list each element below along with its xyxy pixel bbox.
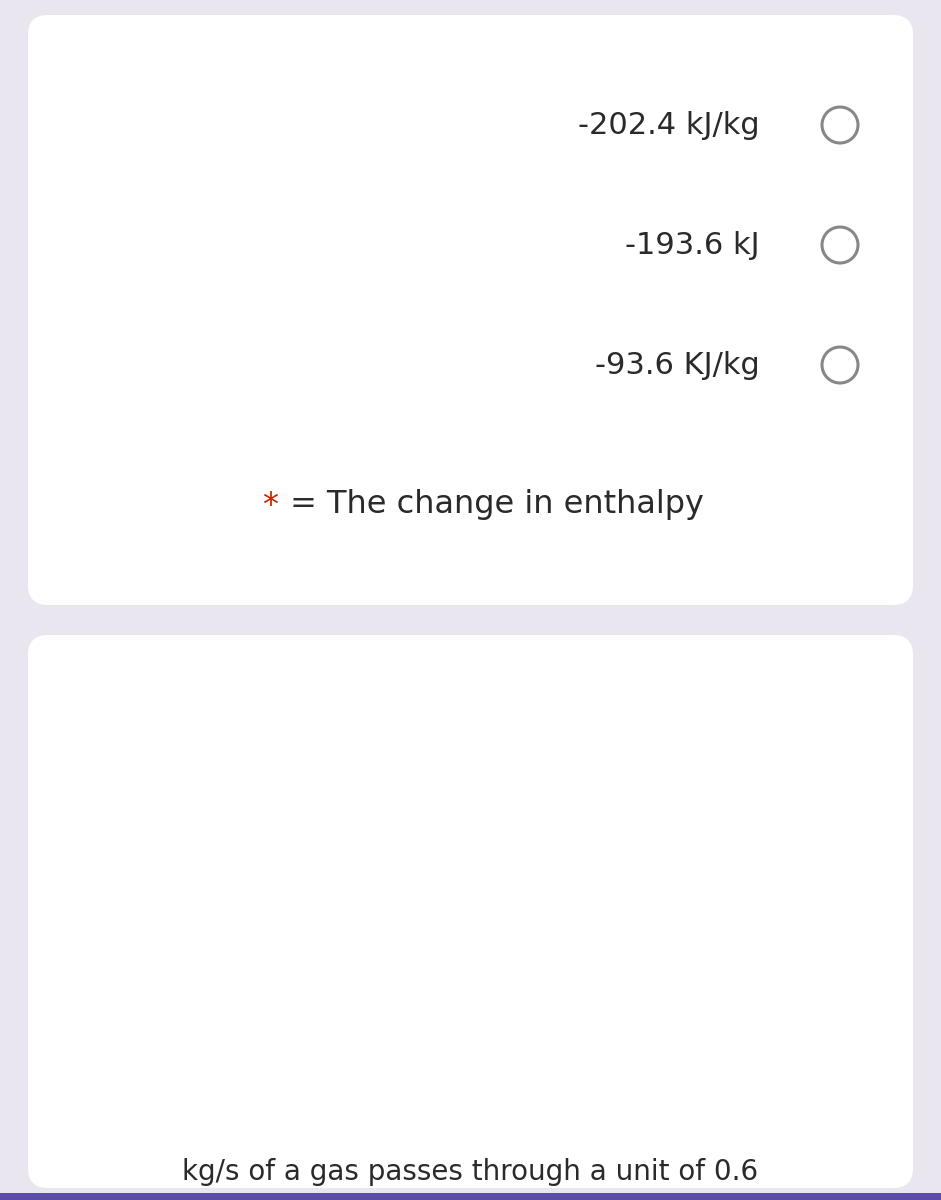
Text: -93.6 KJ/kg: -93.6 KJ/kg <box>596 350 760 379</box>
Text: kg/s of a gas passes through a unit of 0.6
reversible steady flow. It rejects he: kg/s of a gas passes through a unit of 0… <box>130 1158 811 1200</box>
Text: -193.6 kJ: -193.6 kJ <box>626 230 760 259</box>
Text: = The change in enthalpy: = The change in enthalpy <box>280 490 704 521</box>
FancyBboxPatch shape <box>28 635 913 1188</box>
Text: *: * <box>262 490 278 521</box>
FancyBboxPatch shape <box>28 14 913 605</box>
Text: -202.4 kJ/kg: -202.4 kJ/kg <box>579 110 760 139</box>
FancyBboxPatch shape <box>0 1193 941 1200</box>
